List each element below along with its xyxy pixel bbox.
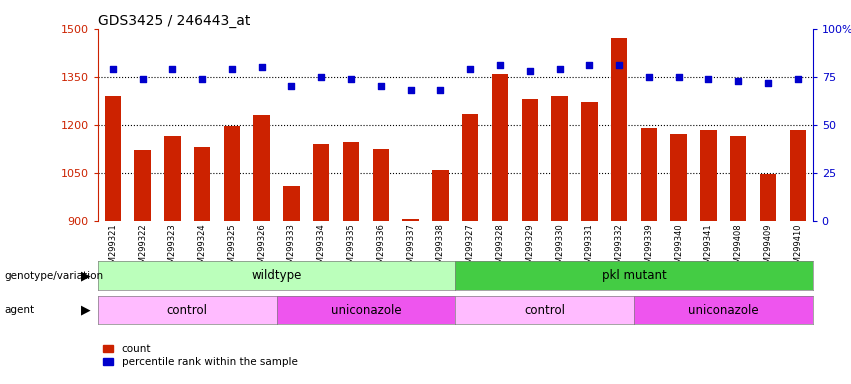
Point bbox=[791, 76, 805, 82]
Point bbox=[106, 66, 119, 72]
Point bbox=[582, 62, 596, 68]
Bar bbox=[700, 129, 717, 221]
Bar bbox=[224, 126, 240, 221]
Text: agent: agent bbox=[4, 305, 34, 315]
Bar bbox=[105, 96, 121, 221]
Bar bbox=[581, 103, 597, 221]
Text: pkl mutant: pkl mutant bbox=[602, 269, 666, 282]
Bar bbox=[522, 99, 538, 221]
Point bbox=[672, 74, 686, 80]
Bar bbox=[760, 174, 776, 221]
Bar bbox=[343, 142, 359, 221]
Point bbox=[761, 79, 774, 86]
Bar bbox=[671, 134, 687, 221]
Point bbox=[225, 66, 238, 72]
Bar bbox=[283, 185, 300, 221]
Bar bbox=[551, 96, 568, 221]
Point bbox=[374, 83, 387, 89]
Bar bbox=[462, 114, 478, 221]
Point bbox=[493, 62, 506, 68]
Point bbox=[196, 76, 209, 82]
Point bbox=[284, 83, 298, 89]
Text: GDS3425 / 246443_at: GDS3425 / 246443_at bbox=[98, 14, 250, 28]
Bar bbox=[611, 38, 627, 221]
Bar bbox=[194, 147, 210, 221]
Bar bbox=[373, 149, 389, 221]
Text: ▶: ▶ bbox=[82, 304, 91, 316]
Point bbox=[523, 68, 536, 74]
Point bbox=[255, 64, 269, 70]
Bar bbox=[730, 136, 746, 221]
Point bbox=[612, 62, 625, 68]
Bar bbox=[313, 144, 329, 221]
Point bbox=[344, 76, 357, 82]
Legend: count, percentile rank within the sample: count, percentile rank within the sample bbox=[103, 344, 298, 367]
Text: ▶: ▶ bbox=[82, 269, 91, 282]
Text: wildtype: wildtype bbox=[251, 269, 302, 282]
Text: genotype/variation: genotype/variation bbox=[4, 270, 103, 281]
Text: control: control bbox=[524, 304, 565, 316]
Text: uniconazole: uniconazole bbox=[688, 304, 758, 316]
Point bbox=[136, 76, 150, 82]
Point bbox=[315, 74, 328, 80]
Point bbox=[463, 66, 477, 72]
Bar bbox=[492, 74, 508, 221]
Point bbox=[731, 78, 745, 84]
Point bbox=[701, 76, 715, 82]
Bar bbox=[432, 170, 448, 221]
Point bbox=[403, 87, 417, 93]
Text: uniconazole: uniconazole bbox=[331, 304, 401, 316]
Text: control: control bbox=[167, 304, 208, 316]
Point bbox=[165, 66, 179, 72]
Bar bbox=[164, 136, 180, 221]
Bar bbox=[641, 128, 657, 221]
Bar bbox=[403, 219, 419, 221]
Point bbox=[433, 87, 448, 93]
Bar bbox=[254, 115, 270, 221]
Bar bbox=[134, 151, 151, 221]
Point bbox=[553, 66, 567, 72]
Point bbox=[642, 74, 655, 80]
Bar bbox=[790, 129, 806, 221]
